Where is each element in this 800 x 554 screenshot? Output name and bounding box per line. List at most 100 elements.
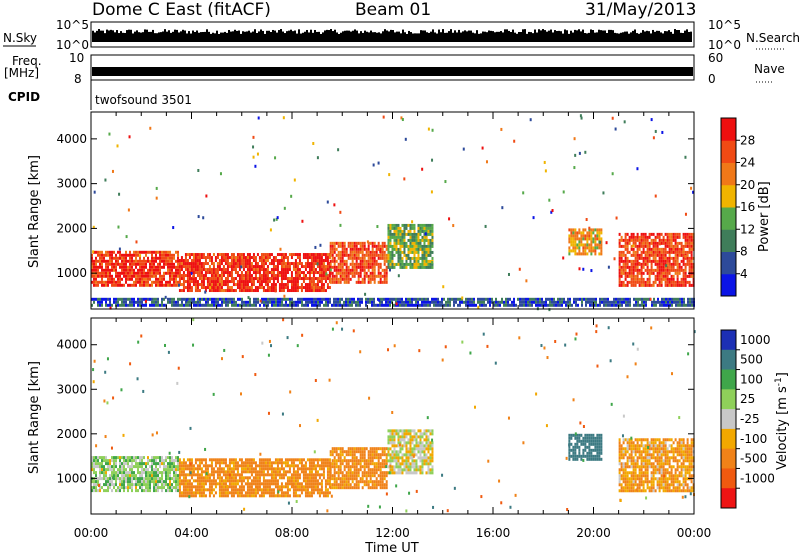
data-cell xyxy=(684,250,687,254)
data-cell xyxy=(676,259,679,263)
data-cell xyxy=(635,300,637,304)
data-cell xyxy=(654,256,657,260)
data-cell xyxy=(481,297,483,301)
data-cell xyxy=(149,477,151,481)
data-cell xyxy=(214,470,217,474)
data-cell xyxy=(119,459,121,463)
data-cell xyxy=(389,262,392,266)
data-cell xyxy=(431,232,434,236)
data-cell xyxy=(483,297,485,301)
data-cell xyxy=(447,297,449,301)
data-cell xyxy=(186,494,189,498)
data-cell xyxy=(248,461,251,465)
data-cell xyxy=(190,458,193,462)
data-cell xyxy=(180,268,183,272)
data-cell xyxy=(198,473,201,477)
data-cell xyxy=(226,274,229,278)
data-cell xyxy=(300,289,303,293)
data-cell xyxy=(568,246,571,250)
data-cell xyxy=(210,470,213,474)
data-cell xyxy=(157,471,159,475)
data-cell xyxy=(236,464,239,468)
data-cell xyxy=(298,286,301,290)
data-cell xyxy=(135,262,137,266)
data-cell xyxy=(121,465,123,469)
data-cell xyxy=(264,289,267,293)
data-cell xyxy=(261,300,263,304)
nsky-bar xyxy=(152,29,154,42)
data-cell xyxy=(109,274,111,278)
data-cell xyxy=(129,459,131,463)
data-cell xyxy=(105,268,107,272)
data-cell xyxy=(217,297,219,301)
data-cell xyxy=(141,297,143,301)
data-cell xyxy=(284,262,287,266)
data-cell xyxy=(95,456,97,460)
data-cell xyxy=(182,470,185,474)
data-cell xyxy=(123,256,125,260)
data-cell xyxy=(299,300,301,304)
data-cell xyxy=(427,244,430,248)
data-cell xyxy=(675,303,677,307)
data-cell xyxy=(549,297,551,301)
data-cell xyxy=(137,471,139,475)
data-cell xyxy=(159,303,161,307)
data-cell xyxy=(290,485,293,489)
data-cell xyxy=(169,300,171,304)
nsky-bar xyxy=(142,32,144,42)
data-cell xyxy=(284,265,287,269)
data-cell xyxy=(129,265,131,269)
data-cell xyxy=(230,253,233,257)
data-cell xyxy=(678,271,681,275)
data-cell xyxy=(228,464,231,468)
data-cell xyxy=(147,297,149,301)
data-cell xyxy=(684,280,687,284)
data-cell xyxy=(395,241,398,245)
data-cell xyxy=(115,268,117,272)
data-point xyxy=(584,150,587,154)
data-cell xyxy=(212,488,215,492)
data-cell xyxy=(302,464,305,468)
data-cell xyxy=(143,297,145,301)
data-cell xyxy=(622,271,625,275)
data-cell xyxy=(202,476,205,480)
data-cell xyxy=(367,256,370,260)
data-cell xyxy=(240,461,243,465)
data-cell xyxy=(246,277,249,281)
data-cell xyxy=(129,468,131,472)
data-cell xyxy=(229,297,231,301)
data-cell xyxy=(251,303,253,307)
data-cell xyxy=(200,253,203,257)
data-cell xyxy=(361,277,364,281)
data-point xyxy=(580,116,583,120)
data-cell xyxy=(636,271,639,275)
data-cell xyxy=(648,250,651,254)
data-cell xyxy=(228,286,231,290)
data-cell xyxy=(660,253,663,257)
data-point xyxy=(658,242,661,246)
data-cell xyxy=(266,467,269,471)
data-cell xyxy=(296,289,299,293)
nsky-label: N.Sky xyxy=(3,31,37,45)
data-cell xyxy=(421,235,424,239)
data-point xyxy=(252,135,255,139)
data-cell xyxy=(192,473,195,477)
data-cell xyxy=(594,249,597,253)
data-cell xyxy=(113,465,115,469)
data-cell xyxy=(119,303,121,307)
data-cell xyxy=(240,482,243,486)
data-cell xyxy=(339,274,342,278)
data-cell xyxy=(284,277,287,281)
data-cell xyxy=(572,246,575,250)
data-cell xyxy=(578,246,581,250)
data-cell xyxy=(230,256,233,260)
data-cell xyxy=(333,280,336,284)
data-cell xyxy=(282,265,285,269)
data-cell xyxy=(355,262,358,266)
data-cell xyxy=(393,226,396,230)
data-cell xyxy=(101,283,103,287)
data-point xyxy=(543,160,546,164)
data-cell xyxy=(175,274,177,278)
data-cell xyxy=(405,259,408,263)
data-cell xyxy=(399,232,402,236)
